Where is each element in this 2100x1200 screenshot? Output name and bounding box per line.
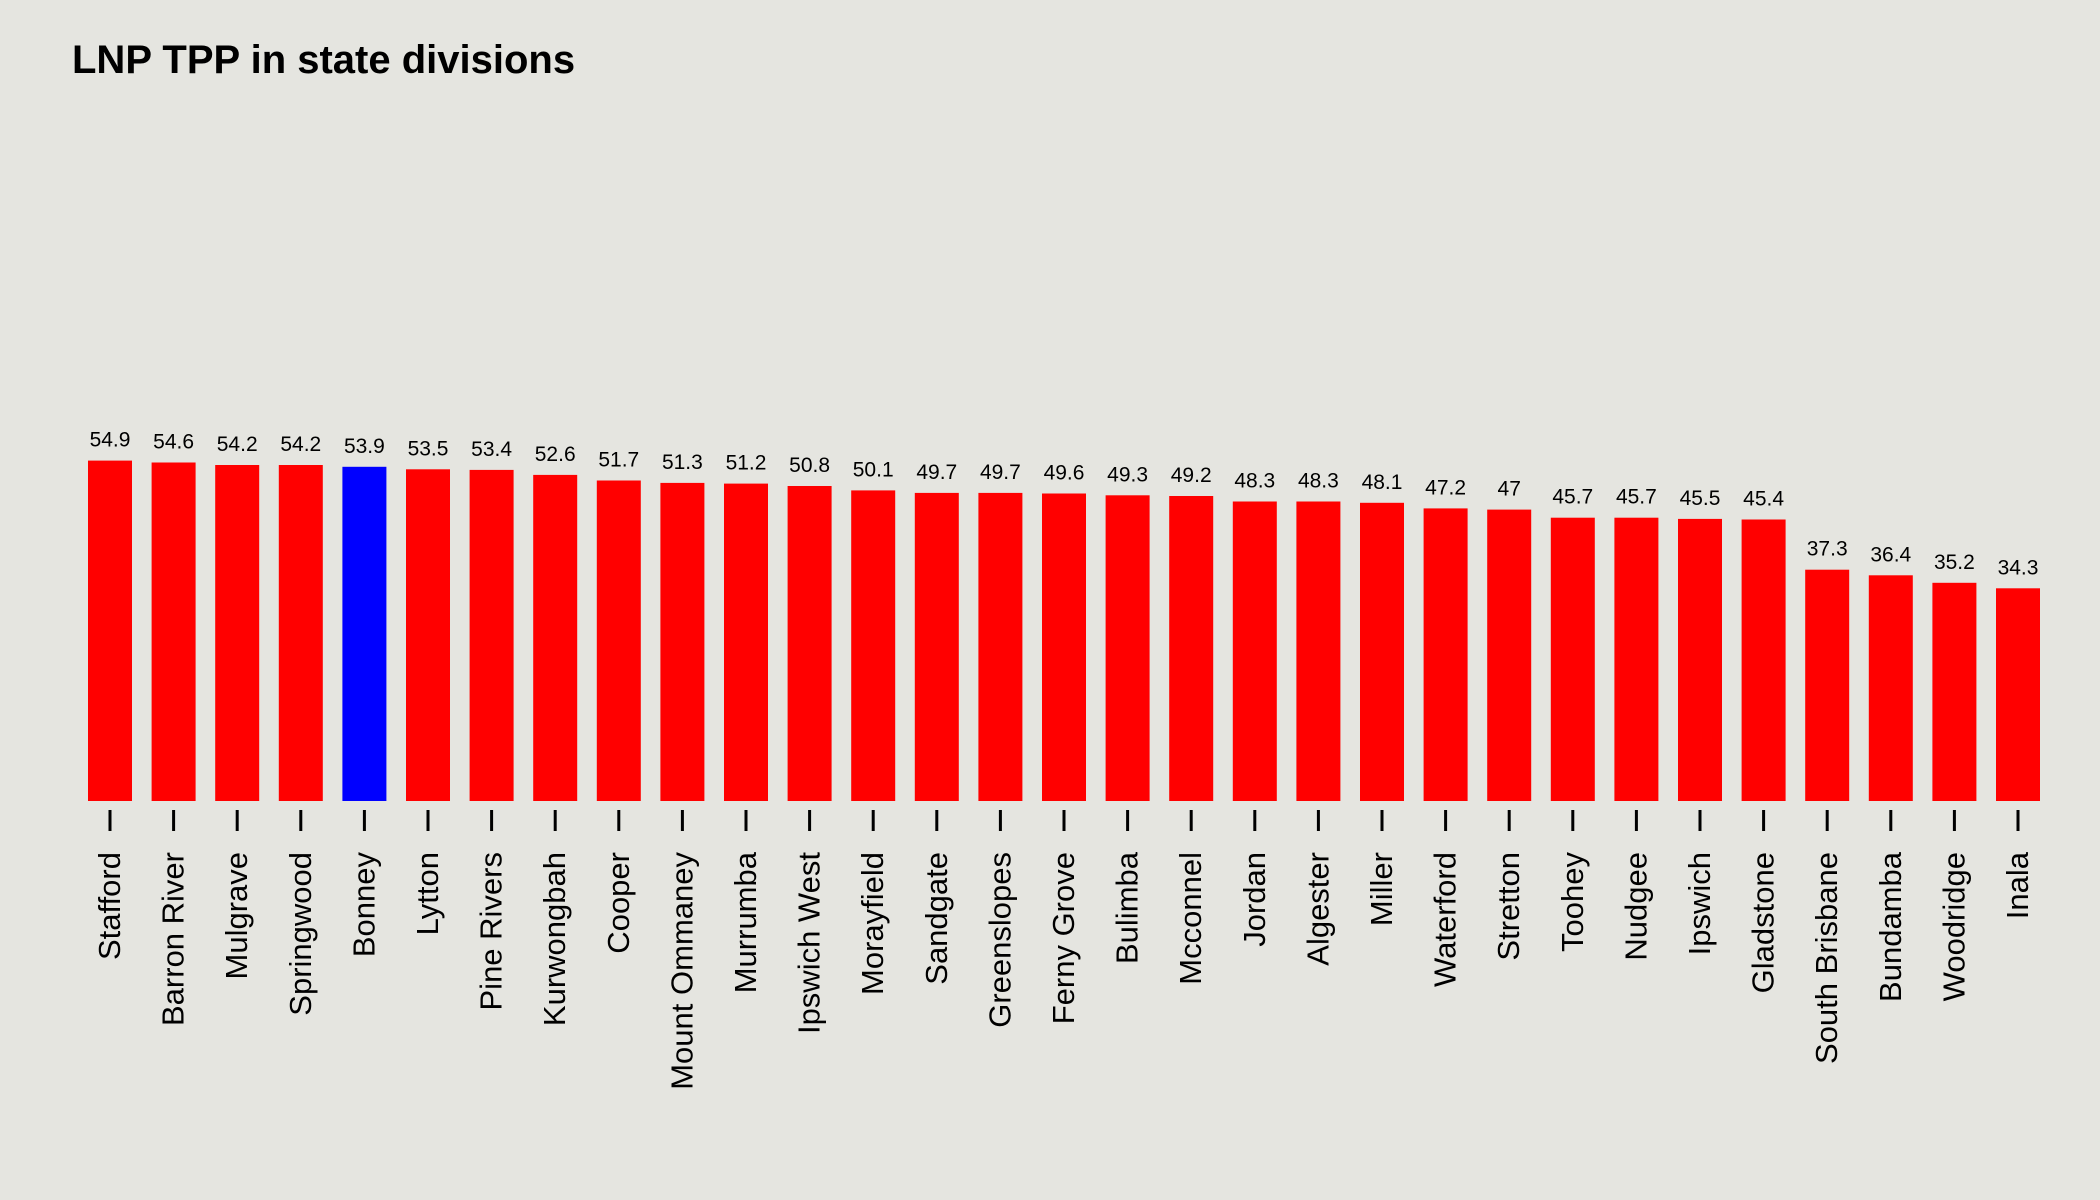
x-tick-label: Miller: [1364, 852, 1399, 926]
bar-bundamba: [1868, 575, 1913, 801]
x-axis-labels: Stafford Barron River Mulgrave Springwood Bo…: [92, 851, 2035, 1090]
bar-morayfield: [851, 490, 896, 801]
bar-greenslopes: [978, 492, 1023, 801]
x-tick-label: Ipswich West: [792, 852, 827, 1034]
x-tick-label: Ipswich: [1682, 852, 1717, 955]
bar-waterford: [1423, 508, 1468, 801]
value-label: 51.3: [662, 451, 703, 474]
x-tick-label: Murrumba: [728, 851, 763, 993]
x-tick-label: Inala: [2000, 851, 2035, 919]
bars-group: [88, 460, 2040, 801]
value-label: 54.2: [217, 433, 258, 456]
value-label: 45.7: [1616, 486, 1657, 509]
bar-springwood: [278, 465, 323, 801]
x-tick-label: Nudgee: [1618, 852, 1653, 961]
value-label: 54.2: [280, 433, 321, 456]
bar-ipswich: [1678, 518, 1722, 801]
x-tick-label: Lytton: [410, 852, 445, 935]
x-tick-label: Waterford: [1428, 852, 1463, 987]
value-label: 54.9: [90, 429, 131, 452]
value-label: 48.1: [1362, 471, 1403, 494]
value-label: 50.1: [853, 458, 894, 481]
value-label: 37.3: [1807, 538, 1848, 561]
x-tick-label: Algester: [1300, 852, 1335, 966]
bar-ferny-grove: [1042, 493, 1086, 801]
value-label: 50.8: [789, 454, 830, 477]
value-label: 51.7: [598, 449, 639, 472]
bar-stafford: [88, 460, 132, 801]
bar-mcconnel: [1169, 496, 1214, 801]
value-label: 49.6: [1044, 462, 1085, 485]
x-tick-label: Ferny Grove: [1046, 852, 1081, 1024]
x-tick-label: Toohey: [1555, 852, 1590, 952]
value-label: 52.6: [535, 443, 576, 466]
bar-cooper: [596, 480, 641, 801]
value-label: 45.7: [1552, 486, 1593, 509]
value-label: 36.4: [1870, 543, 1911, 566]
bar-sandgate: [914, 492, 959, 801]
bar-murrumba: [724, 483, 768, 801]
x-tick-label: Mount Ommaney: [664, 852, 699, 1090]
bar-inala: [1996, 588, 2040, 801]
bar-stretton: [1487, 509, 1532, 801]
x-tick-label: Greenslopes: [982, 852, 1017, 1028]
bar-nudgee: [1614, 517, 1659, 801]
bar-bulimba: [1105, 495, 1150, 801]
bar-woodridge: [1932, 582, 1977, 801]
value-label: 49.7: [916, 461, 957, 484]
bar-pine-rivers: [469, 469, 514, 801]
bar-barron-river: [151, 462, 196, 801]
bar-toohey: [1550, 517, 1595, 801]
bar-gladstone: [1741, 519, 1786, 801]
value-label: 49.7: [980, 461, 1021, 484]
x-tick-label: Mulgrave: [219, 852, 254, 980]
value-label: 53.5: [408, 437, 449, 460]
x-tick-label: Stretton: [1491, 852, 1526, 961]
value-label: 53.9: [344, 435, 385, 458]
bar-jordan: [1232, 501, 1277, 801]
bar-lytton: [406, 469, 450, 801]
value-label: 47: [1498, 478, 1521, 501]
value-label: 35.2: [1934, 551, 1975, 574]
x-tick-label: Barron River: [156, 852, 191, 1026]
value-label: 48.3: [1298, 470, 1339, 493]
x-tick-label: Mcconnel: [1173, 852, 1208, 985]
x-tick-label: Morayfield: [855, 852, 890, 995]
value-label: 49.3: [1107, 463, 1148, 486]
x-tick-label: Woodridge: [1936, 852, 1971, 1001]
x-tick-label: Springwood: [283, 852, 318, 1016]
value-label: 48.3: [1234, 470, 1275, 493]
value-label: 51.2: [726, 452, 767, 475]
x-tick-label: Cooper: [601, 852, 636, 954]
x-tick-label: Jordan: [1237, 852, 1272, 947]
value-label: 47.2: [1425, 476, 1466, 499]
chart-title: LNP TPP in state divisions: [72, 38, 576, 82]
bar-south-brisbane: [1805, 569, 1850, 801]
x-tick-label: Sandgate: [919, 852, 954, 985]
x-tick-label: South Brisbane: [1809, 852, 1844, 1064]
bar-mount-ommaney: [660, 482, 705, 801]
value-labels-group: 54.9 54.6 54.2 54.2 53.9 53.5 53.4 52.6 51.7 51.3…: [90, 429, 2039, 580]
value-label: 45.4: [1743, 488, 1784, 511]
value-label: 34.3: [1998, 556, 2039, 579]
x-tick-label: Pine Rivers: [474, 852, 509, 1011]
value-label: 54.6: [153, 431, 194, 454]
bar-bonney: [342, 466, 387, 801]
x-axis-ticks: [108, 810, 2020, 831]
bar-ipswich-west: [787, 486, 832, 801]
x-tick-label: Bonney: [346, 852, 381, 958]
x-tick-label: Stafford: [92, 852, 127, 960]
x-tick-label: Bulimba: [1110, 851, 1145, 964]
bar-algester: [1296, 501, 1341, 801]
value-label: 45.5: [1680, 487, 1721, 510]
value-label: 53.4: [471, 438, 512, 461]
bar-mulgrave: [215, 465, 260, 801]
x-tick-label: Gladstone: [1746, 852, 1781, 993]
value-label: 49.2: [1171, 464, 1212, 487]
x-tick-label: Kurwongbah: [537, 852, 572, 1026]
bar-miller: [1360, 502, 1404, 801]
bar-kurwongbah: [533, 474, 578, 801]
x-tick-label: Bundamba: [1873, 851, 1908, 1002]
